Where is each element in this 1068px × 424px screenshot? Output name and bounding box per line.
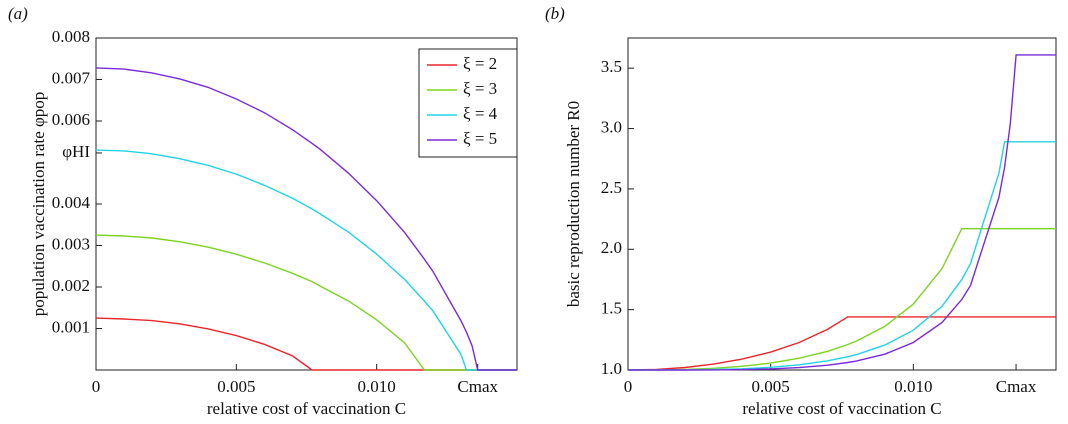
x-tick-label: Cmax (996, 377, 1037, 396)
panel: (a) 0 0.005 0.010 Cmax 0.001 0.002 0.003 0.004 φH… (8, 4, 518, 418)
series-line (627, 316, 1056, 371)
y-tick-label: 0.004 (52, 193, 91, 212)
panel: (b) 0 0.005 0.010 Cmax 1.0 1.5 2.0 2.5 3.0 3.5 rela… (545, 4, 1057, 418)
legend-box (418, 48, 518, 158)
y-axis-label: population vaccination rate φpop (29, 92, 48, 317)
y-tick-label: 1.5 (601, 299, 622, 318)
x-tick-label: 0 (624, 377, 633, 396)
y-tick-label: 2.0 (601, 238, 622, 257)
y-tick-label: φHI (62, 142, 90, 161)
y-tick-label: 0.003 (52, 234, 90, 253)
series-line (628, 141, 1056, 371)
y-axis-label: basic reproduction number R0 (564, 101, 583, 307)
x-axis-label: relative cost of vaccination C (742, 399, 941, 418)
y-tick-label: 2.5 (601, 178, 622, 197)
y-tick-label: 1.0 (601, 359, 622, 378)
legend: ξ = 2 ξ = 3 ξ = 4 ξ = 5 (418, 48, 518, 158)
series-line (95, 234, 517, 371)
y-tick-label: 0.001 (52, 317, 90, 336)
y-tick-label: 0.006 (52, 110, 90, 129)
series-line (95, 149, 517, 371)
series-line (627, 228, 1056, 371)
x-axis-label: relative cost of vaccination C (207, 399, 406, 418)
x-tick-label: 0.010 (894, 377, 932, 396)
plot-frame (627, 37, 1057, 371)
legend-label: ξ = 4 (463, 104, 498, 123)
legend-label: ξ = 5 (463, 129, 497, 148)
x-tick-label: 0.010 (358, 377, 396, 396)
y-tick-label: 0.008 (52, 27, 90, 46)
y-tick-label: 3.5 (601, 57, 622, 76)
series-line (628, 54, 1056, 371)
x-tick-label: Cmax (457, 377, 498, 396)
legend-label: ξ = 2 (463, 54, 497, 73)
y-tick-label: 3.0 (601, 117, 622, 136)
x-tick-label: 0.005 (752, 377, 790, 396)
x-tick-label: 0 (92, 377, 101, 396)
legend-label: ξ = 3 (463, 79, 497, 98)
panel-label: (a) (8, 4, 28, 23)
y-tick-label: 0.002 (52, 276, 90, 295)
series-line (95, 67, 517, 371)
panel-label: (b) (545, 4, 565, 23)
y-tick-label: 0.007 (52, 68, 91, 87)
x-tick-label: 0.005 (217, 377, 255, 396)
